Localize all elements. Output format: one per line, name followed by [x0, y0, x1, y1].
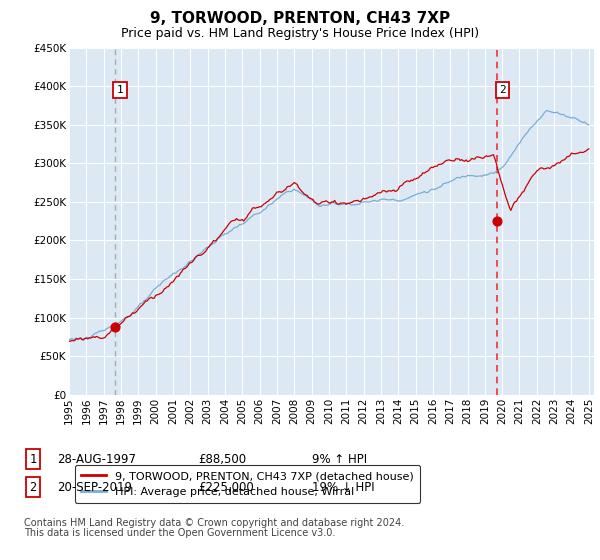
Text: 9% ↑ HPI: 9% ↑ HPI — [312, 452, 367, 466]
Text: Price paid vs. HM Land Registry's House Price Index (HPI): Price paid vs. HM Land Registry's House … — [121, 27, 479, 40]
Text: 2: 2 — [499, 85, 506, 95]
Text: 1: 1 — [29, 452, 37, 466]
Text: This data is licensed under the Open Government Licence v3.0.: This data is licensed under the Open Gov… — [24, 528, 335, 538]
Point — [110, 322, 120, 331]
Text: £88,500: £88,500 — [198, 452, 246, 466]
Text: 2: 2 — [29, 480, 37, 494]
Text: £225,000: £225,000 — [198, 480, 254, 494]
Text: 20-SEP-2019: 20-SEP-2019 — [57, 480, 132, 494]
Point — [493, 217, 502, 226]
Text: 1: 1 — [117, 85, 124, 95]
Text: 9, TORWOOD, PRENTON, CH43 7XP: 9, TORWOOD, PRENTON, CH43 7XP — [150, 11, 450, 26]
Text: 19% ↓ HPI: 19% ↓ HPI — [312, 480, 374, 494]
Legend: 9, TORWOOD, PRENTON, CH43 7XP (detached house), HPI: Average price, detached hou: 9, TORWOOD, PRENTON, CH43 7XP (detached … — [74, 465, 420, 503]
Text: 28-AUG-1997: 28-AUG-1997 — [57, 452, 136, 466]
Text: Contains HM Land Registry data © Crown copyright and database right 2024.: Contains HM Land Registry data © Crown c… — [24, 517, 404, 528]
